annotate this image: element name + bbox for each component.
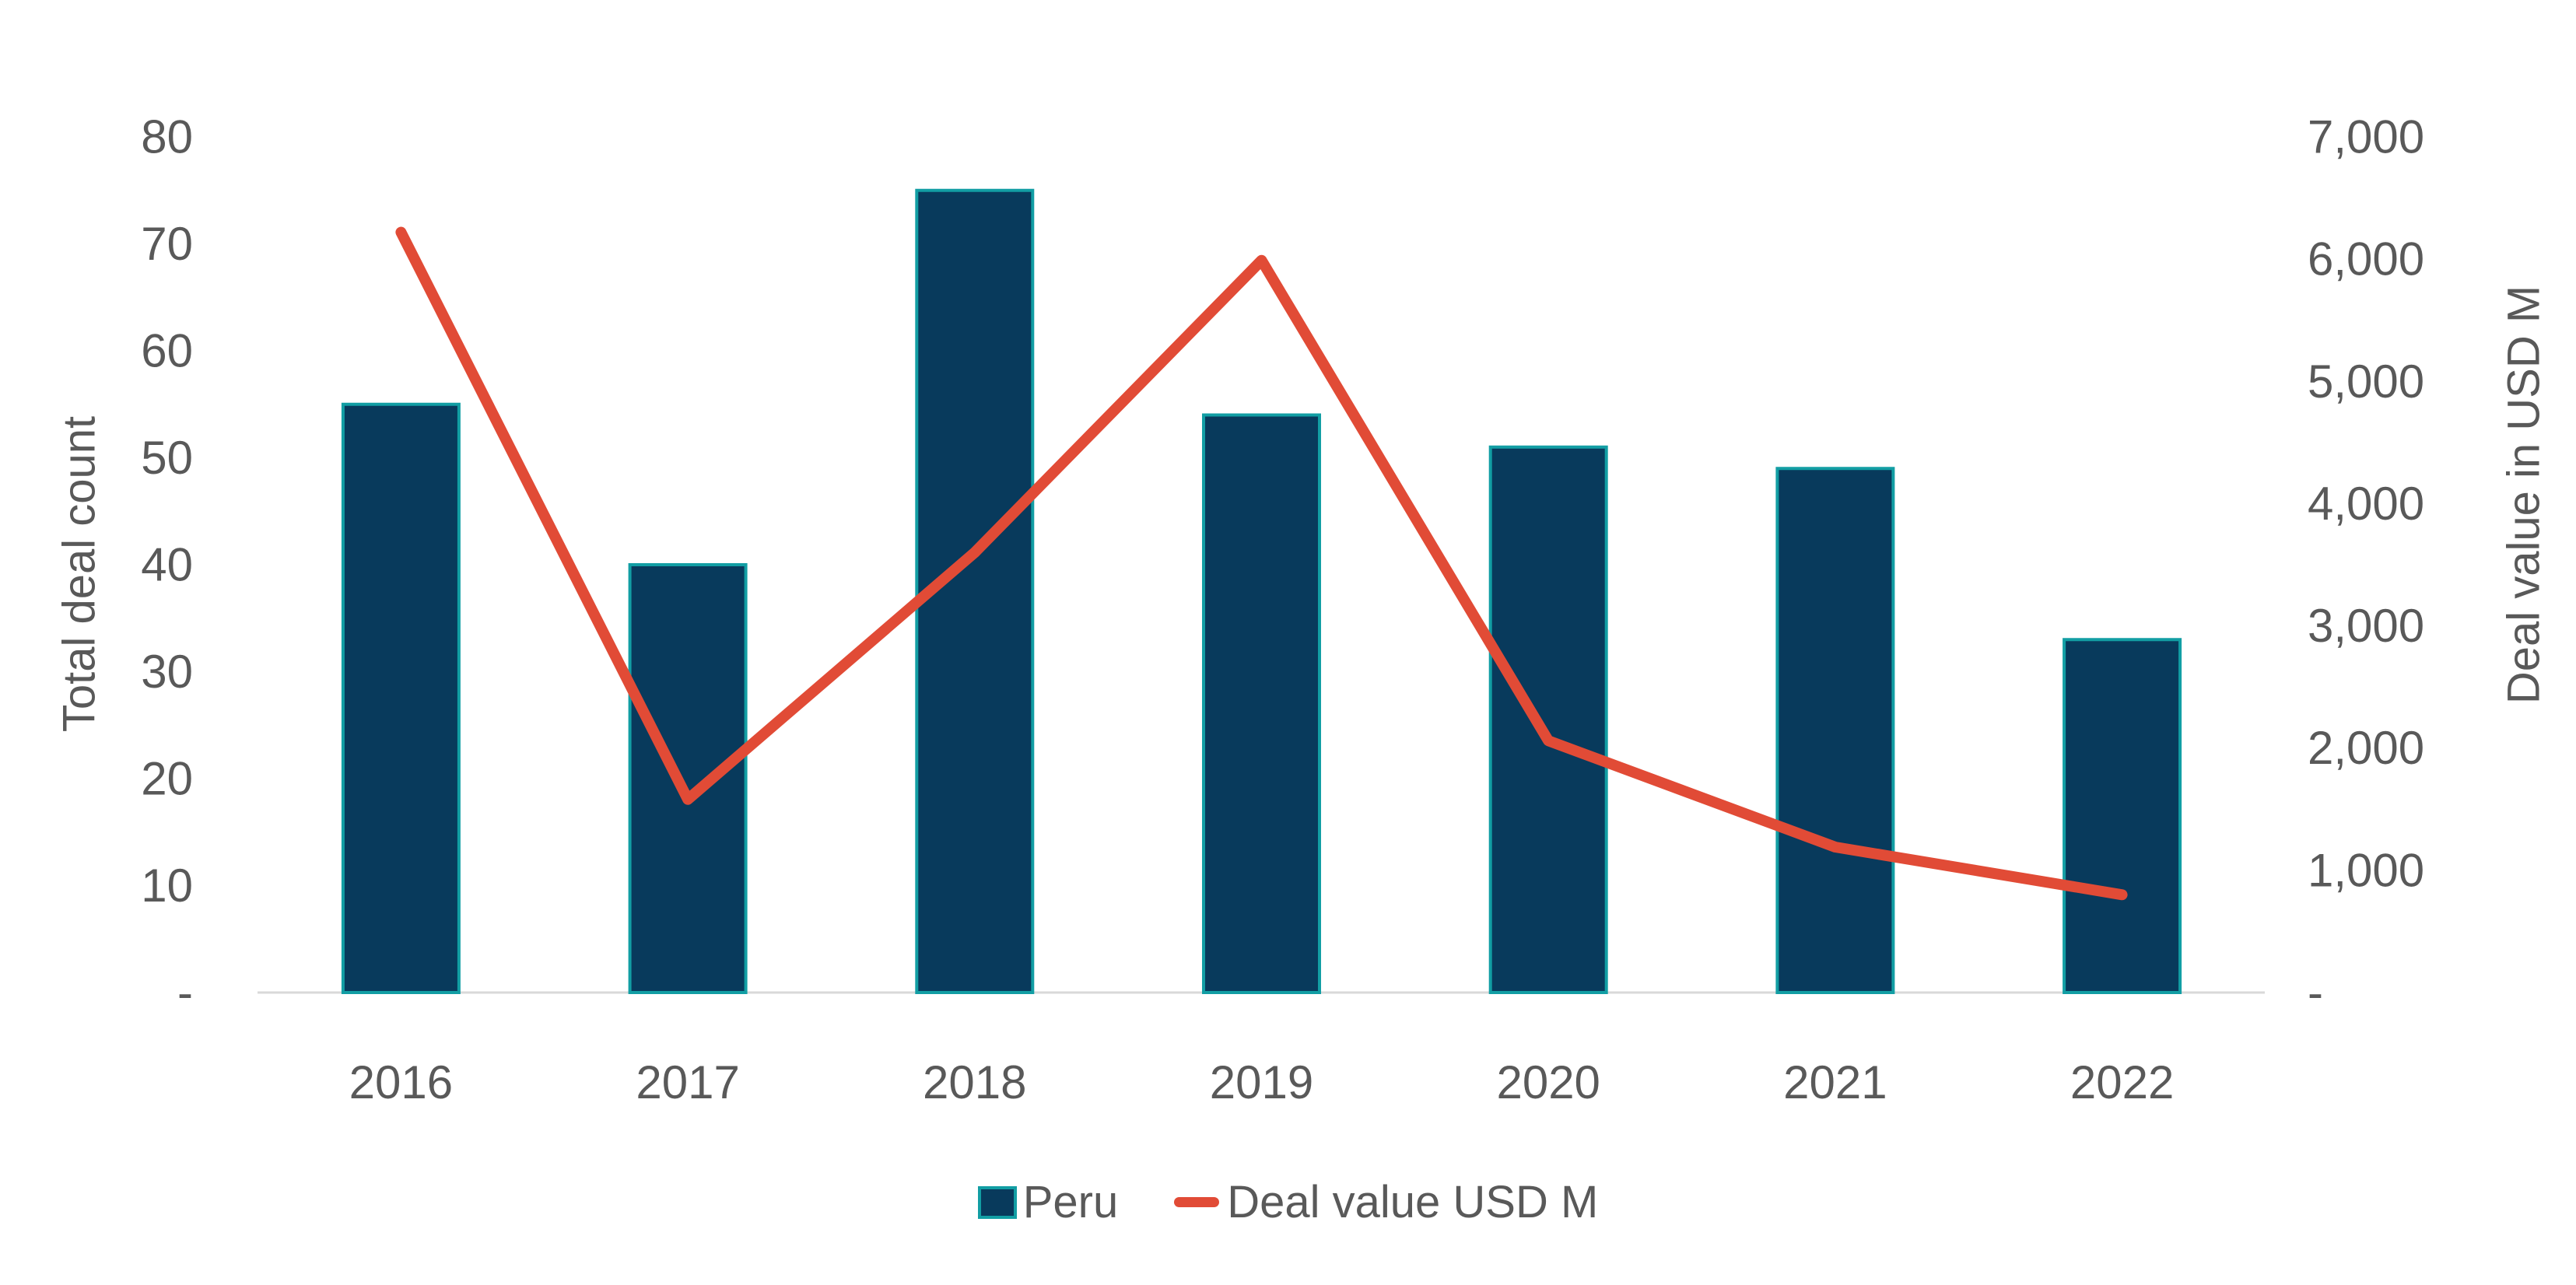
right-axis-tick: 3,000 xyxy=(2308,600,2424,652)
left-axis-tick: 30 xyxy=(141,646,193,698)
left-axis-tick: 50 xyxy=(141,432,193,484)
right-axis-tick: 7,000 xyxy=(2308,111,2424,163)
x-axis-label-2016: 2016 xyxy=(349,1056,453,1108)
x-axis-label-2022: 2022 xyxy=(2070,1056,2174,1108)
left-axis-tick: - xyxy=(177,967,193,1019)
left-axis-title: Total deal count xyxy=(54,415,105,733)
legend-peru-label: Peru xyxy=(1022,1177,1119,1227)
bar-2018 xyxy=(915,188,1035,994)
right-axis-tick: 6,000 xyxy=(2308,233,2424,285)
x-axis-label-2021: 2021 xyxy=(1783,1056,1887,1108)
bar-2019 xyxy=(1202,413,1321,994)
bar-2021 xyxy=(1775,467,1895,994)
right-axis-tick: 1,000 xyxy=(2308,844,2424,896)
right-axis-tick: 2,000 xyxy=(2308,722,2424,774)
x-axis-label-2019: 2019 xyxy=(1210,1056,1313,1108)
x-axis-label-2017: 2017 xyxy=(636,1056,739,1108)
legend-peru-swatch xyxy=(977,1185,1017,1219)
bar-2020 xyxy=(1488,445,1608,994)
right-axis-tick: - xyxy=(2308,967,2323,1019)
right-axis-title: Deal value in USD M xyxy=(2498,285,2550,705)
legend-deal-value-label: Deal value USD M xyxy=(1227,1177,1599,1227)
left-axis-tick: 60 xyxy=(141,325,193,377)
deal-value-line xyxy=(395,226,2128,901)
bar-2016 xyxy=(341,402,461,994)
left-axis-tick: 20 xyxy=(141,753,193,805)
left-axis-tick: 80 xyxy=(141,111,193,163)
bar-2017 xyxy=(628,563,748,994)
right-axis-tick: 5,000 xyxy=(2308,355,2424,408)
bar-2022 xyxy=(2063,638,2182,994)
legend-deal-value-swatch xyxy=(1174,1197,1220,1207)
chart-legend: Peru Deal value USD M xyxy=(0,1176,2576,1228)
x-axis-label-2020: 2020 xyxy=(1496,1056,1600,1108)
left-axis-tick: 70 xyxy=(141,218,193,270)
left-axis-tick: 40 xyxy=(141,539,193,591)
x-axis-label-2018: 2018 xyxy=(923,1056,1026,1108)
right-axis-tick: 4,000 xyxy=(2308,478,2424,530)
left-axis-tick: 10 xyxy=(141,860,193,912)
